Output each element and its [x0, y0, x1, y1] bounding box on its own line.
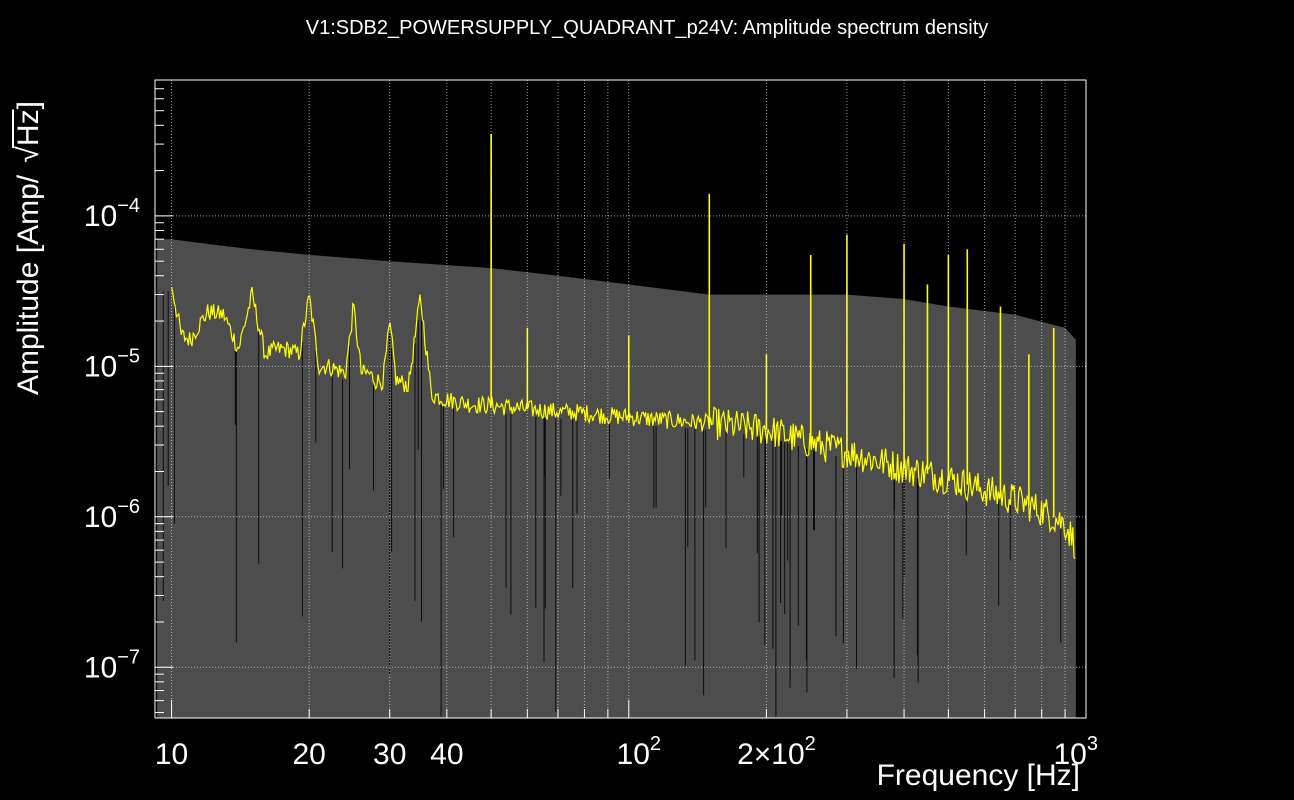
x-tick-label: 10: [155, 738, 188, 771]
x-tick-label: 102: [617, 733, 662, 771]
y-axis-title-prefix: Amplitude [Amp/: [12, 167, 45, 395]
grid-lines: [155, 80, 1087, 718]
y-tick-label: 10−7: [84, 646, 140, 684]
x-tick-label: 40: [430, 738, 463, 771]
y-tick-base: 10: [84, 651, 117, 684]
x-axis-title: Frequency [Hz]: [877, 759, 1080, 792]
plot-area: [157, 134, 1083, 718]
y-axis-title-root: Hz: [12, 109, 45, 146]
plot-frame: [154, 79, 1087, 719]
y-tick-exponent: −6: [117, 496, 140, 518]
y-tick-label: 10−5: [84, 345, 140, 383]
y-tick-base: 10: [84, 200, 117, 233]
y-tick-label: 10−4: [84, 195, 140, 233]
svg-text:Amplitude [Amp/ √Hz]: Amplitude [Amp/ √Hz]: [12, 101, 45, 395]
x-tick-base: 10: [617, 738, 650, 771]
x-tick-labels: 10 20 30 40 102 2×102 103: [155, 733, 1098, 771]
sqrt-symbol: √: [12, 146, 45, 163]
chart-title: V1:SDB2_POWERSUPPLY_QUADRANT_p24V: Ampli…: [306, 17, 989, 39]
y-tick-labels: 10−710−610−510−4: [84, 195, 140, 684]
x-tick-label: 103: [1054, 733, 1099, 771]
y-tick-exponent: −7: [117, 646, 140, 668]
x-tick-label: 30: [373, 738, 406, 771]
series-line: [171, 286, 1076, 560]
x-tick-label: 2×102: [737, 733, 816, 771]
y-tick-label: 10−6: [84, 496, 140, 534]
band-area: [157, 239, 1076, 718]
x-tick-exponent: 2: [805, 733, 816, 755]
x-tick-exponent: 2: [650, 733, 661, 755]
y-tick-base: 10: [84, 350, 117, 383]
y-axis-title-suffix: ]: [12, 101, 45, 109]
x-tick-exponent: 3: [1087, 733, 1098, 755]
x-tick-base: 10: [1054, 738, 1087, 771]
y-tick-exponent: −4: [117, 195, 140, 217]
x-tick-label: 20: [293, 738, 326, 771]
y-tick-exponent: −5: [117, 345, 140, 367]
band-dips: [162, 291, 1083, 717]
y-axis-title: Amplitude [Amp/ √Hz]: [12, 101, 45, 395]
x-tick-base: 2×10: [737, 738, 805, 771]
y-tick-base: 10: [84, 501, 117, 534]
